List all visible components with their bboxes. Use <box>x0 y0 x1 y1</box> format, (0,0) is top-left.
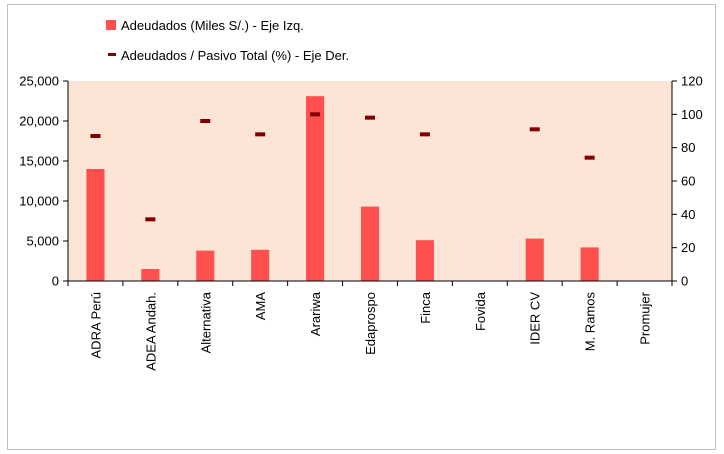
bar-9 <box>580 247 599 281</box>
y-left-tick-label: 25,000 <box>19 74 59 89</box>
category-label: Alternativa <box>198 291 213 353</box>
marker-2 <box>200 119 211 123</box>
legend-label-bar: Adeudados (Miles S/.) - Eje Izq. <box>121 18 304 33</box>
y-left-tick-label: 10,000 <box>19 194 59 209</box>
marker-4 <box>310 112 321 117</box>
y-right-tick-label: 120 <box>681 74 703 89</box>
y-right-tick-label: 40 <box>681 207 695 222</box>
chart: 0 5,000 10,000 15,000 20,000 25,000 0 20 40 60 80… <box>19 18 703 371</box>
marker-9 <box>584 155 595 160</box>
y-left-tick-label: 0 <box>52 274 59 289</box>
bar-2 <box>196 250 215 281</box>
legend-swatch-marker <box>108 53 116 56</box>
bar-0 <box>86 169 105 281</box>
category-label: IDER CV <box>528 292 543 345</box>
y-right-tick-label: 80 <box>681 140 695 155</box>
category-label: ADEA Andah. <box>143 292 158 371</box>
y-right-tick-label: 100 <box>681 107 703 122</box>
y-right-tick-label: 60 <box>681 174 695 189</box>
marker-8 <box>529 127 540 132</box>
bar-1 <box>141 269 160 281</box>
legend: Adeudados (Miles S/.) - Eje Izq. Adeudad… <box>106 18 349 63</box>
legend-swatch-bar <box>106 20 116 30</box>
chart-frame: 0 5,000 10,000 15,000 20,000 25,000 0 20 40 60 80… <box>7 4 716 450</box>
y-left-tick-label: 15,000 <box>19 154 59 169</box>
bar-4 <box>306 96 325 281</box>
y-right-tick-label: 0 <box>681 274 688 289</box>
bar-8 <box>525 238 544 281</box>
marker-6 <box>419 132 430 137</box>
category-label: Fovida <box>473 291 488 331</box>
category-label: AMA <box>253 292 268 321</box>
marker-5 <box>365 115 375 120</box>
y-left-tick-label: 20,000 <box>19 114 59 129</box>
category-label: Edaprospo <box>363 292 378 355</box>
category-label: M. Ramos <box>583 292 598 352</box>
y-right-tick-label: 20 <box>681 240 695 255</box>
y-left-tick-label: 5,000 <box>26 234 59 249</box>
category-label: Finca <box>418 291 433 324</box>
category-label: ADRA Perú <box>88 292 103 358</box>
bar-5 <box>360 206 380 281</box>
category-label: Arariwa <box>308 291 323 336</box>
bar-6 <box>415 240 434 281</box>
marker-1 <box>145 217 156 222</box>
legend-label-marker: Adeudados / Pasivo Total (%) - Eje Der. <box>121 48 349 63</box>
marker-3 <box>255 132 266 137</box>
bar-3 <box>251 249 270 281</box>
marker-0 <box>90 134 101 138</box>
category-label: Promujer <box>638 291 653 344</box>
